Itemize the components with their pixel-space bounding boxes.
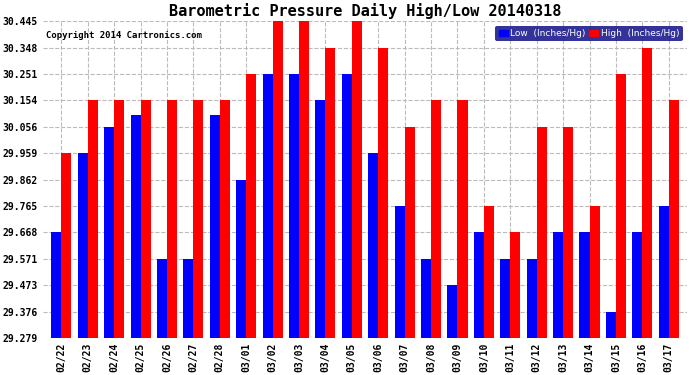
Bar	[368, 153, 378, 338]
Bar	[273, 21, 283, 338]
Bar	[669, 100, 679, 338]
Bar	[378, 48, 388, 338]
Bar	[395, 206, 404, 338]
Bar	[210, 115, 220, 338]
Bar	[236, 180, 246, 338]
Bar	[616, 74, 626, 338]
Bar	[78, 153, 88, 338]
Bar	[526, 259, 537, 338]
Bar	[299, 21, 309, 338]
Bar	[342, 74, 352, 338]
Bar	[484, 206, 494, 338]
Bar	[421, 259, 431, 338]
Bar	[61, 153, 71, 338]
Bar	[447, 285, 457, 338]
Bar	[263, 74, 273, 338]
Bar	[659, 206, 669, 338]
Bar	[431, 100, 441, 338]
Bar	[404, 127, 415, 338]
Bar	[167, 100, 177, 338]
Bar	[326, 48, 335, 338]
Text: Copyright 2014 Cartronics.com: Copyright 2014 Cartronics.com	[46, 31, 202, 40]
Bar	[457, 100, 468, 338]
Bar	[289, 74, 299, 338]
Bar	[474, 232, 484, 338]
Bar	[563, 127, 573, 338]
Bar	[88, 100, 98, 338]
Bar	[352, 21, 362, 338]
Bar	[589, 206, 600, 338]
Bar	[642, 48, 652, 338]
Bar	[511, 232, 520, 338]
Bar	[246, 74, 256, 338]
Legend: Low  (Inches/Hg), High  (Inches/Hg): Low (Inches/Hg), High (Inches/Hg)	[495, 26, 682, 41]
Bar	[193, 100, 204, 338]
Bar	[606, 312, 616, 338]
Bar	[157, 259, 167, 338]
Bar	[553, 232, 563, 338]
Bar	[141, 100, 150, 338]
Title: Barometric Pressure Daily High/Low 20140318: Barometric Pressure Daily High/Low 20140…	[169, 3, 561, 19]
Bar	[130, 115, 141, 338]
Bar	[114, 100, 124, 338]
Bar	[104, 127, 114, 338]
Bar	[184, 259, 193, 338]
Bar	[580, 232, 589, 338]
Bar	[51, 232, 61, 338]
Bar	[315, 100, 326, 338]
Bar	[537, 127, 546, 338]
Bar	[500, 259, 511, 338]
Bar	[220, 100, 230, 338]
Bar	[632, 232, 642, 338]
